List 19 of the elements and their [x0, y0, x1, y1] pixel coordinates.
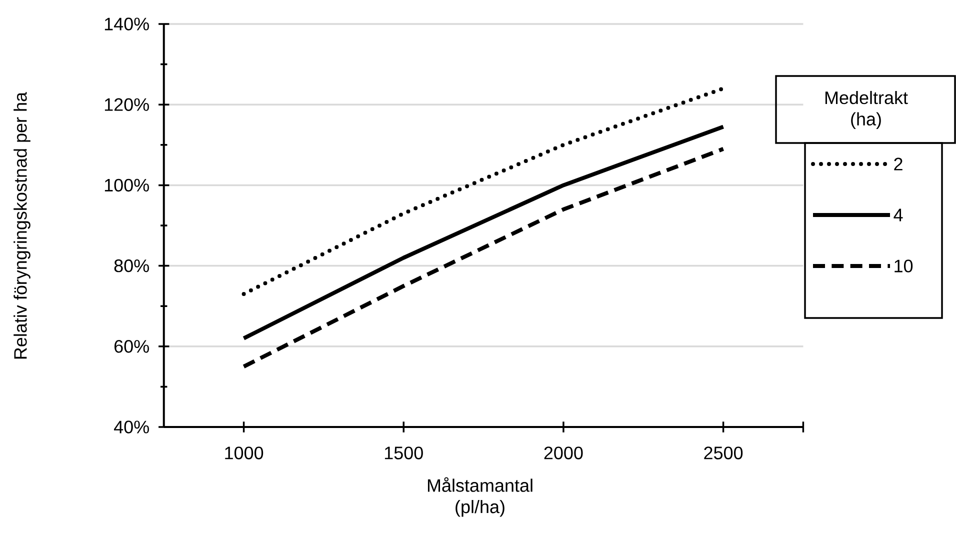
legend-label: 10	[894, 260, 913, 272]
x-tick-label: 2000	[544, 446, 583, 460]
y-tick-label: 80%	[114, 259, 149, 272]
x-tick-label: 2500	[704, 446, 743, 460]
y-tick-label: 40%	[114, 420, 149, 434]
line-series	[242, 146, 726, 369]
legend-label: 4	[894, 208, 903, 222]
line-series	[242, 86, 726, 296]
y-axis-title: Relativ föryngringskostnad per ha	[14, 92, 30, 359]
y-tick-label: 100%	[104, 178, 149, 192]
legend-label: 2	[894, 158, 902, 170]
x-tick-label: 1500	[384, 446, 423, 460]
x-tick-label: 1000	[225, 446, 264, 460]
line-series	[242, 124, 726, 340]
y-tick-label: 120%	[104, 98, 149, 111]
y-tick-label: 140%	[104, 18, 149, 30]
legend-title: Medeltrakt (ha)	[825, 90, 908, 130]
y-tick-label: 60%	[114, 340, 149, 353]
x-axis-title: Målstamantal (pl/ha)	[428, 477, 532, 517]
